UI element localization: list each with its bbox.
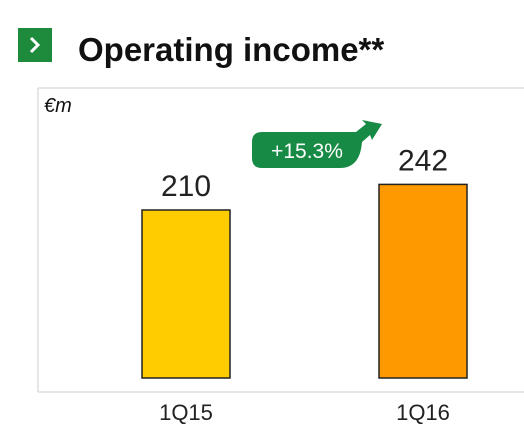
chart-title: Operating income** — [78, 31, 384, 68]
title-icon-chevron — [29, 36, 41, 54]
value-label: 242 — [398, 144, 448, 177]
x-tick-label: 1Q15 — [159, 400, 213, 424]
growth-arrow — [252, 120, 382, 168]
unit-label: €m — [44, 95, 72, 117]
title-icon — [18, 28, 52, 62]
x-tick-label: 1Q16 — [396, 400, 450, 424]
growth-badge: +15.3% — [252, 120, 382, 168]
bar — [141, 209, 231, 379]
value-label: 210 — [161, 170, 211, 203]
bar — [378, 183, 468, 379]
annotation: +15.3% — [271, 140, 343, 163]
